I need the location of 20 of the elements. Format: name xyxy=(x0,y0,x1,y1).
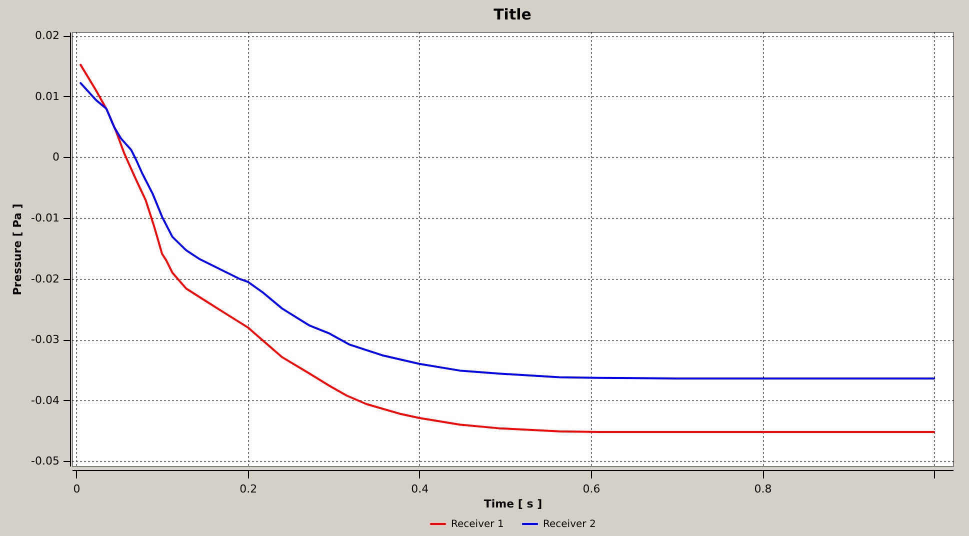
line-series xyxy=(80,64,936,433)
x-tick-label: 0.6 xyxy=(582,482,600,496)
y-tick-label: -0.02 xyxy=(31,272,60,286)
line-series xyxy=(80,82,936,380)
y-tick-label: 0.02 xyxy=(35,29,60,42)
legend-label: Receiver 1 xyxy=(451,519,504,530)
y-tick-label: -0.04 xyxy=(31,394,60,407)
legend-label: Receiver 2 xyxy=(543,519,596,530)
y-axis-title: Pressure [ Pa ] xyxy=(11,204,24,296)
y-tick-label: -0.01 xyxy=(31,212,60,224)
y-tick-label: -0.05 xyxy=(31,454,60,468)
x-axis-title: Time [ s ] xyxy=(484,498,542,510)
chart-title: Title xyxy=(494,6,532,24)
x-tick-label: 0.8 xyxy=(754,482,772,496)
y-tick-label: 0.01 xyxy=(35,90,60,103)
x-tick-label: 0.4 xyxy=(411,482,429,496)
x-tick-label: 0 xyxy=(73,482,80,496)
y-tick-label: 0 xyxy=(52,150,60,164)
y-tick-label: -0.03 xyxy=(31,333,60,346)
x-tick-label: 0.2 xyxy=(240,482,258,496)
